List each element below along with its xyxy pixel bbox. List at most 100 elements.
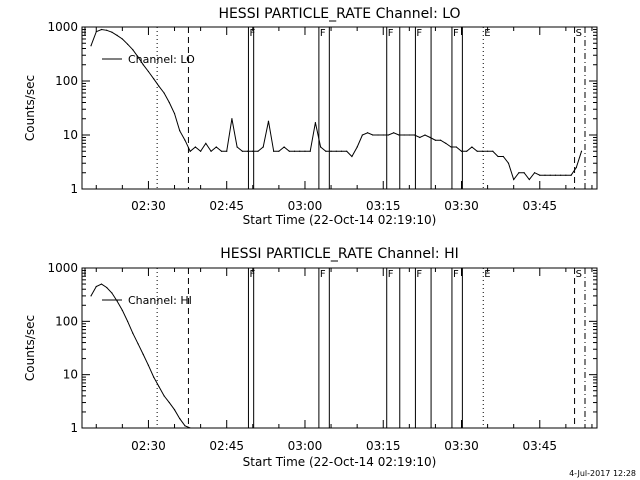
data-point [549, 174, 551, 176]
data-point [205, 142, 207, 144]
data-point [184, 139, 186, 141]
data-point [153, 376, 155, 378]
data-point [278, 150, 280, 152]
data-point [90, 295, 92, 297]
data-point [126, 320, 129, 322]
data-point [210, 150, 212, 152]
data-point [273, 150, 275, 152]
y-tick-label: 1 [70, 182, 78, 196]
data-point [481, 150, 483, 152]
data-point [220, 150, 223, 152]
data-point [575, 166, 577, 169]
data-point [408, 134, 410, 136]
data-point [95, 31, 97, 33]
data-point [111, 292, 113, 294]
x-axis-label: Start Time (22-Oct-14 02:19:10) [243, 213, 437, 227]
data-point [424, 134, 426, 136]
data-point [267, 120, 270, 122]
y-tick-label: 1000 [47, 20, 78, 34]
data-point [121, 309, 123, 312]
data-point [153, 78, 155, 80]
x-tick-label: 03:30 [444, 439, 479, 453]
data-point [121, 38, 123, 40]
data-point [460, 150, 463, 152]
data-point [544, 174, 546, 176]
data-point [137, 343, 139, 345]
data-point [215, 146, 217, 148]
data-point [168, 401, 170, 404]
data-point [231, 118, 233, 120]
event-marker-flag: E [484, 269, 490, 280]
data-point [262, 146, 264, 148]
data-point [126, 43, 129, 45]
data-point [387, 134, 390, 136]
event-marker-flag: S [576, 269, 582, 280]
data-point [293, 150, 296, 152]
event-marker-flag: F [388, 28, 394, 39]
chart-title: HESSI PARTICLE_RATE Channel: LO [218, 6, 460, 22]
data-point [497, 155, 499, 158]
data-point [413, 134, 416, 136]
x-tick-label: 03:45 [522, 439, 557, 453]
data-point [189, 427, 191, 428]
data-point [299, 150, 301, 152]
data-point [476, 150, 478, 152]
data-point [288, 150, 290, 152]
event-marker-flag: F [320, 28, 326, 39]
data-point [455, 146, 457, 148]
data-point [419, 136, 421, 139]
data-point [533, 172, 536, 174]
data-point [382, 134, 384, 136]
data-point [184, 425, 186, 427]
data-point [147, 70, 150, 73]
data-point [163, 92, 165, 94]
data-point [325, 150, 327, 152]
event-marker-flag: F [388, 269, 394, 280]
data-point [252, 150, 254, 152]
y-tick-label: 10 [63, 128, 78, 142]
y-axis-label: Counts/sec [23, 75, 37, 141]
x-tick-label: 02:30 [131, 439, 166, 453]
data-point [580, 150, 583, 152]
data-point [137, 56, 139, 58]
data-point [539, 174, 541, 176]
data-point [450, 146, 452, 148]
y-tick-label: 100 [55, 74, 78, 88]
x-tick-label: 02:30 [131, 199, 166, 213]
legend-label: Channel: LO [128, 53, 195, 66]
data-point [429, 136, 431, 139]
data-point [346, 150, 348, 152]
data-point [173, 409, 176, 411]
data-point [241, 150, 243, 152]
data-point [226, 150, 228, 152]
event-marker-flag: F [453, 28, 459, 39]
y-tick-label: 1000 [47, 261, 78, 275]
data-point [95, 285, 97, 288]
event-marker-flag: E [484, 28, 490, 39]
data-point [111, 31, 113, 33]
event-marker-flag: F [416, 28, 422, 39]
event-marker-flag: F [320, 269, 326, 280]
data-point [351, 155, 353, 158]
data-point [179, 130, 181, 132]
data-point [356, 146, 358, 148]
data-point [147, 364, 150, 366]
data-point [523, 172, 525, 174]
data-point [106, 29, 108, 31]
x-axis-label: Start Time (22-Oct-14 02:19:10) [243, 455, 437, 469]
data-point [100, 28, 103, 31]
data-point [486, 150, 489, 152]
data-point [132, 332, 134, 334]
series-line [90, 28, 582, 181]
data-point [189, 150, 191, 152]
data-point [513, 178, 515, 181]
x-tick-label: 03:15 [366, 199, 401, 213]
data-point [565, 174, 567, 176]
data-point [366, 132, 369, 134]
data-point [142, 353, 144, 355]
data-point [200, 150, 202, 152]
event-marker-flag: F [453, 269, 459, 280]
data-point [440, 139, 442, 141]
